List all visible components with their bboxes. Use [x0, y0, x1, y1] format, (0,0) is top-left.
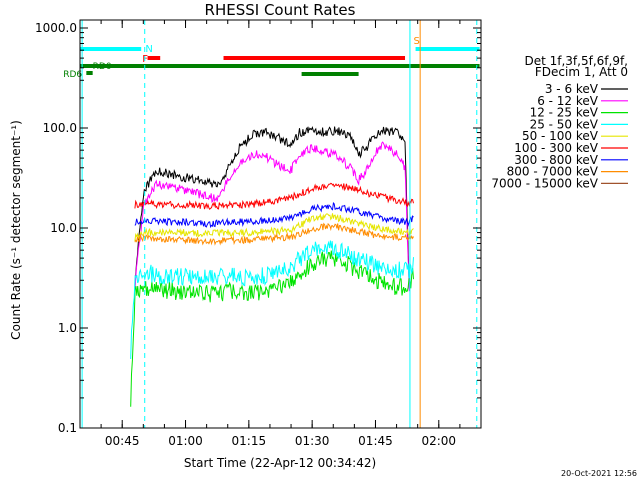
- series-line: [134, 141, 410, 292]
- x-tick-label: 00:45: [105, 434, 140, 448]
- status-bar-label: RD6: [63, 70, 82, 80]
- y-tick-label: 0.1: [58, 421, 77, 435]
- status-bar-label: N: [145, 44, 152, 55]
- x-tick-label: 02:00: [421, 434, 456, 448]
- legend-entry-label: 800 - 7000 keV: [507, 165, 599, 179]
- series-line: [130, 250, 414, 407]
- y-tick-label: 1000.0: [35, 21, 77, 35]
- legend-header: FDecim 1, Att 0: [535, 65, 628, 79]
- x-tick-label: 01:30: [295, 434, 330, 448]
- x-tick-label: 01:15: [232, 434, 267, 448]
- axes: 0.1 1.0 10.0 100.0 1000.0 00:45 01:00 01:15 01:3…: [35, 20, 482, 448]
- x-axis-label: Start Time (22-Apr-12 00:34:42): [184, 456, 376, 470]
- legend-entry-label: 25 - 50 keV: [530, 117, 599, 131]
- series-line: [130, 240, 414, 360]
- x-tick-label: 01:00: [168, 434, 203, 448]
- legend: Det 1f,3f,5f,6f,9f,FDecim 1, Att 0 3 - 6 …: [491, 54, 628, 190]
- legend-entry-label: 100 - 300 keV: [514, 141, 598, 155]
- plot-frame: [79, 19, 482, 429]
- y-tick-label: 1.0: [58, 321, 77, 335]
- y-tick-label: 10.0: [50, 221, 77, 235]
- data-lines: [130, 126, 414, 407]
- legend-entry-label: 50 - 100 keV: [522, 129, 599, 143]
- chart-title: RHESSI Count Rates: [205, 1, 356, 19]
- legend-entry-label: 300 - 800 keV: [514, 153, 598, 167]
- status-bar-label: RD0: [93, 62, 112, 72]
- series-line: [134, 222, 414, 246]
- legend-header: Det 1f,3f,5f,6f,9f,: [524, 54, 628, 68]
- series-line: [134, 182, 414, 211]
- status-bar-label: S: [413, 36, 419, 47]
- x-tick-label: 01:45: [358, 434, 393, 448]
- series-line: [134, 212, 414, 242]
- series-line: [134, 126, 410, 288]
- status-bars: NF S RD0 RD6: [63, 36, 480, 80]
- y-tick-label: 100.0: [43, 121, 77, 135]
- event-markers: [81, 20, 478, 428]
- legend-entry-label: 6 - 12 keV: [537, 94, 599, 108]
- legend-entry-label: 3 - 6 keV: [545, 82, 599, 96]
- timestamp: 20-Oct-2021 12:56: [561, 469, 637, 478]
- series-line: [134, 202, 414, 229]
- y-axis-label: Count Rate (s⁻¹ detector segment⁻¹): [9, 120, 23, 340]
- status-bar-label: F: [142, 54, 148, 65]
- legend-entry-label: 12 - 25 keV: [530, 106, 599, 120]
- legend-entry-label: 7000 - 15000 keV: [491, 176, 598, 190]
